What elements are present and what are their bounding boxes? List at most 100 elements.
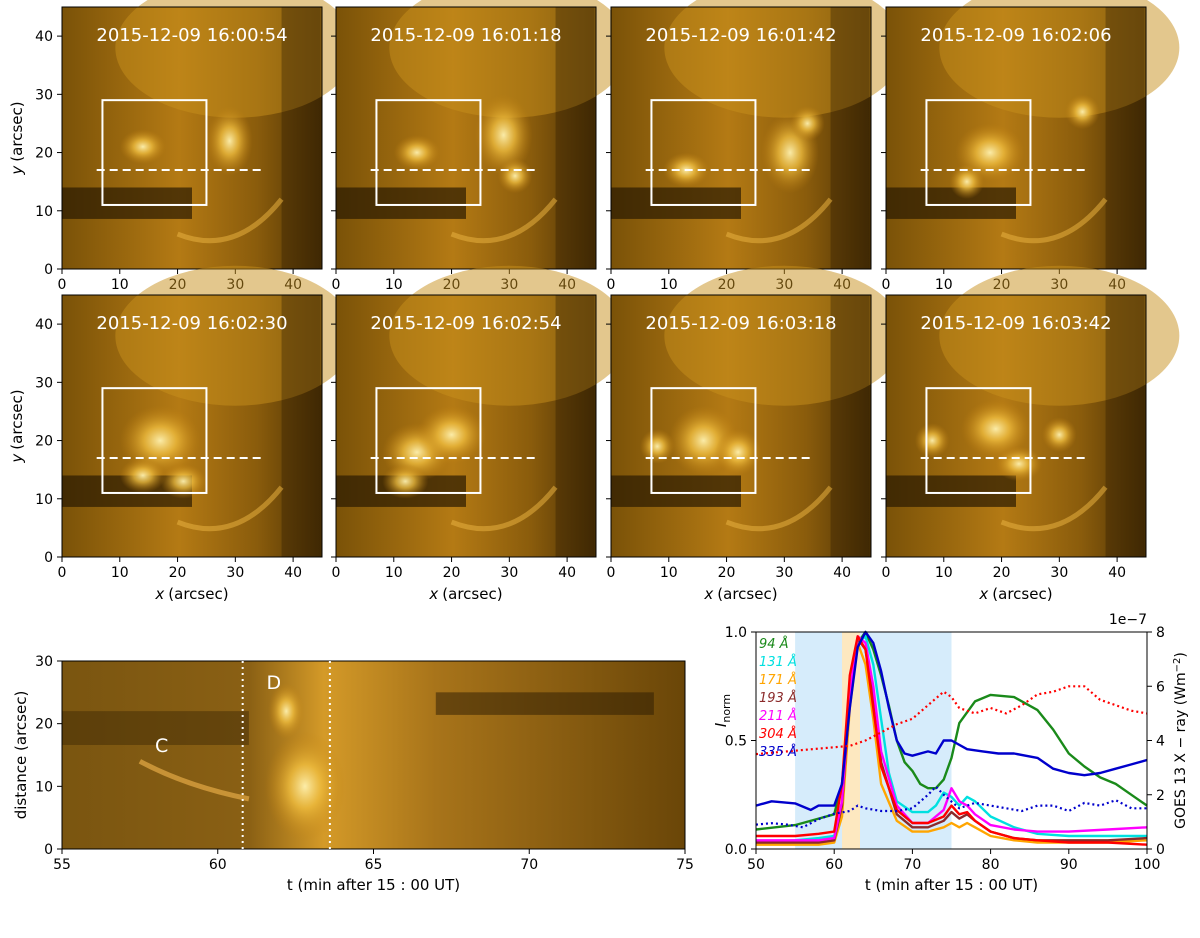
y-tick-label: 40: [35, 29, 53, 45]
loop-arc: [450, 197, 558, 244]
bright-kernel: [393, 135, 440, 171]
x-axis-label: x (arcsec): [703, 585, 777, 603]
x-axis-label: x (arcsec): [978, 585, 1052, 603]
dark-limb: [281, 7, 321, 269]
lc-x-tick-label: 70: [903, 857, 921, 873]
x-tick-label: 0: [607, 565, 616, 581]
x-tick-label: 30: [1050, 565, 1068, 581]
lc-x-tick-label: 100: [1134, 857, 1161, 873]
bright-kernel: [949, 164, 985, 200]
bright-kernel: [382, 463, 429, 499]
corona-glow: [115, 265, 356, 406]
panel-frame: [61, 6, 323, 270]
roi-box: [101, 99, 208, 206]
y-axis-var: y: [8, 165, 26, 176]
roi-box: [650, 99, 757, 206]
image-panel: 2015-12-09 16:02:06010203040: [881, 0, 1180, 293]
x-tick-label: 20: [718, 565, 736, 581]
td-y-tick-label: 0: [44, 842, 53, 858]
bright-kernel: [206, 105, 253, 176]
td-feature-c: [138, 759, 250, 802]
image-panel: 2015-12-09 16:03:18 0 10 20 30 40 x (arcsec): [606, 265, 905, 603]
y-axis-unit: (arcsec): [8, 389, 26, 449]
x-axis-unit: (arcsec): [168, 585, 228, 603]
td-x-tick-label: 60: [209, 857, 227, 873]
dark-lane: [886, 187, 1016, 219]
dark-limb: [1105, 295, 1145, 557]
x-tick-label: 10: [111, 565, 129, 581]
lc-legend-entry: 211 Å: [759, 708, 797, 724]
lc-y2-tick-label: 6: [1156, 679, 1165, 695]
lc-y2-exponent: 1e−7: [1109, 612, 1147, 628]
y-axis-label: y (arcsec): [8, 389, 26, 463]
bright-kernel: [1065, 94, 1100, 130]
loop-arc: [176, 197, 284, 244]
roi-box: [101, 387, 208, 494]
x-tick-label: 20: [443, 565, 461, 581]
image-panels: 2015-12-09 16:00:54001010202030304040y(a…: [8, 0, 1180, 603]
y-tick-label: 30: [35, 375, 53, 391]
bright-kernel: [914, 423, 950, 459]
lc-x-tick-label: 60: [825, 857, 843, 873]
lc-y2-tick-label: 2: [1156, 788, 1165, 804]
roi-box: [375, 387, 482, 494]
image-panel: 2015-12-09 16:03:42 0 10 20 30 40 x (arcsec): [881, 265, 1180, 603]
y-tick-label: 0: [44, 262, 53, 278]
lc-legend-entry: 131 Å: [759, 654, 797, 670]
goes-curve: [755, 785, 1147, 829]
x-axis-var: x: [978, 585, 988, 603]
dark-limb: [281, 295, 321, 557]
x-axis-unit: (arcsec): [442, 585, 502, 603]
td-dark-band: [435, 692, 654, 715]
corona-glow: [939, 265, 1180, 406]
lc-legend-entry: 171 Å: [759, 672, 797, 688]
dark-lane: [611, 187, 741, 219]
y-tick-label: 20: [35, 434, 53, 450]
panel-frame: [61, 294, 323, 558]
loop-arc: [1000, 197, 1108, 244]
td-x-tick-label: 70: [520, 857, 538, 873]
corona-glow: [115, 0, 356, 118]
lc-x-axis-label: t (min after 15 : 00 UT): [865, 876, 1038, 894]
td-feature-d-glow: [268, 683, 305, 740]
panel-timestamp: 2015-12-09 16:01:42: [645, 25, 836, 46]
panel-frame: [885, 6, 1147, 270]
panel-timestamp: 2015-12-09 16:03:42: [920, 313, 1111, 334]
lc-y-axis-var: I: [712, 722, 730, 727]
td-label-d: D: [266, 672, 281, 694]
x-tick-label: 0: [58, 565, 67, 581]
lc-x-tick-label: 50: [747, 857, 765, 873]
panel-frame: [610, 294, 872, 558]
y-tick-label: 20: [35, 146, 53, 162]
x-tick-label: 20: [993, 565, 1011, 581]
y-axis-var: y: [8, 453, 26, 464]
panel-timestamp: 2015-12-09 16:00:54: [96, 25, 287, 46]
lc-y2-axis-sup: −2: [1172, 658, 1183, 673]
td-y-tick-label: 10: [35, 779, 53, 795]
x-tick-label: 10: [111, 277, 129, 293]
y-tick-label: 10: [35, 492, 53, 508]
goes-curve: [755, 685, 1148, 756]
loop-arc: [450, 485, 558, 532]
panel-timestamp: 2015-12-09 16:03:18: [645, 313, 836, 334]
lc-y-axis-label: Inorm: [712, 694, 733, 727]
bright-kernel: [1042, 417, 1077, 453]
roi-box: [650, 387, 757, 494]
lc-y2-axis-label: GOES 13 X − ray (Wm−2): [1172, 652, 1189, 829]
td-y-tick-label: 30: [35, 654, 53, 670]
corona-glow: [389, 0, 630, 118]
lc-legend-entry: 304 Å: [759, 726, 797, 742]
td-bright-region: [264, 731, 345, 842]
td-label-c: C: [155, 735, 168, 757]
dark-lane: [886, 475, 1016, 507]
lc-y2-tick-label: 0: [1156, 842, 1165, 858]
lc-y-axis-sub: norm: [720, 694, 733, 723]
lc-y-tick-label: 1.0: [725, 625, 747, 641]
bright-kernel: [119, 129, 166, 165]
td-y-axis-label: distance (arcsec): [12, 691, 30, 820]
corona-glow: [664, 0, 905, 118]
corona-glow: [664, 265, 905, 406]
bright-kernel: [995, 446, 1042, 482]
